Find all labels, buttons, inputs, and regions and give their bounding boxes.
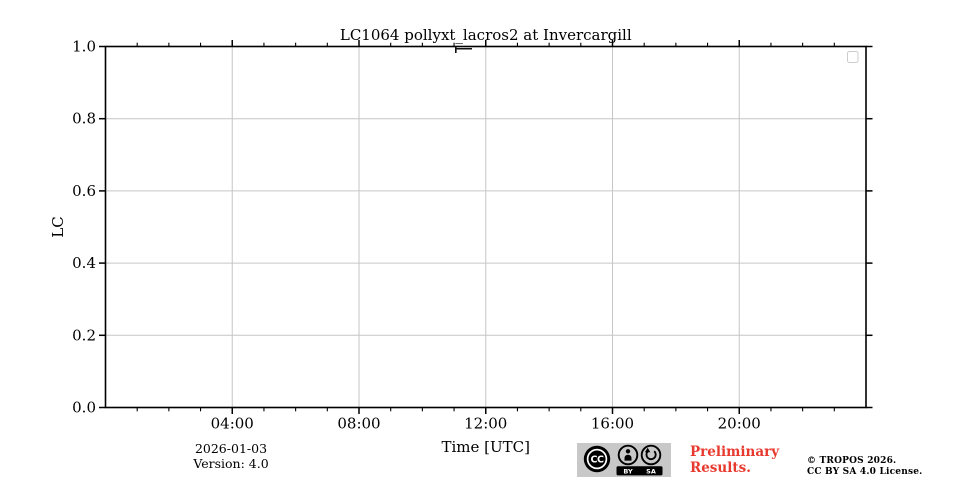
y-tick-label: 0.2	[72, 326, 96, 344]
preliminary-line1: Preliminary	[690, 444, 780, 460]
copyright-line1: © TROPOS 2026.	[807, 456, 897, 466]
copyright-line2: CC BY SA 4.0 License.	[807, 466, 923, 477]
y-tick-label: 0.0	[72, 399, 96, 417]
legend-box	[847, 51, 859, 63]
badge-label-bar	[616, 466, 663, 476]
copyright-note: © TROPOS 2026. CC BY SA 4.0 License.	[807, 456, 937, 477]
sa-arrow-icon	[645, 450, 657, 461]
sa-icon-circle	[640, 444, 662, 466]
chart-title: LC1064 pollyxt_lacros2 at Invercargill	[340, 26, 632, 44]
y-tick-label: 0.4	[72, 254, 96, 272]
by-icon-circle	[617, 444, 639, 466]
y-tick-label: 0.8	[72, 110, 96, 128]
by-person-head-icon	[625, 449, 631, 454]
badge-sa-label: SA	[646, 467, 656, 475]
cc-logo-text: CC	[591, 455, 604, 466]
x-tick-label: 04:00	[211, 415, 254, 433]
footer-date-version: 2026-01-03 Version: 4.0	[158, 441, 304, 471]
cc-by-sa-badge[interactable]: CC BY SA	[577, 443, 671, 477]
badge-by-label: BY	[623, 467, 633, 475]
x-tick-label: 08:00	[337, 415, 380, 433]
by-person-body-icon	[624, 454, 632, 461]
sa-arrow-head-icon	[644, 447, 651, 453]
preliminary-line2: Results.	[690, 459, 751, 476]
cc-license-badge-art: CC BY SA	[577, 443, 671, 477]
x-tick-label: 20:00	[718, 415, 761, 433]
cc-logo-ring	[586, 448, 608, 470]
plot-version: Version: 4.0	[193, 456, 269, 471]
y-tick-label: 0.6	[72, 182, 96, 200]
x-tick-label: 16:00	[591, 415, 634, 433]
preliminary-results-note: Preliminary Results.	[690, 444, 800, 476]
x-tick-label: 12:00	[464, 415, 507, 433]
y-axis-label: LC	[49, 216, 67, 237]
y-tick-label: 1.0	[72, 38, 96, 56]
x-axis-label: Time [UTC]	[442, 438, 531, 456]
plot-date: 2026-01-03	[194, 441, 268, 456]
